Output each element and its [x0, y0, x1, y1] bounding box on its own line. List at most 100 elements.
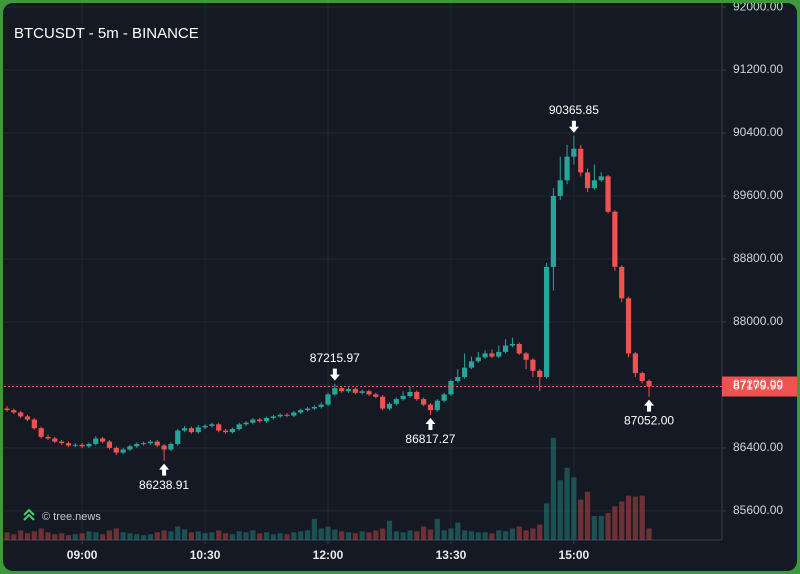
candle-body [509, 343, 516, 346]
volume-bar [366, 532, 372, 540]
candle-body [441, 394, 447, 401]
volume-bar [502, 531, 509, 540]
y-tick-label: 85600.00 [733, 503, 783, 517]
volume-bar [564, 467, 570, 540]
candle-body [59, 441, 65, 444]
x-tick-label: 10:30 [190, 548, 221, 562]
candle-body [100, 438, 106, 442]
volume-bar [72, 534, 78, 540]
volume-bar [100, 534, 106, 540]
volume-bar [386, 520, 393, 540]
candle-body [468, 361, 475, 368]
volume-bar [427, 529, 434, 540]
y-tick-label: 89600.00 [733, 188, 783, 202]
volume-bar [345, 532, 352, 540]
candle-body [65, 443, 72, 446]
candle-body [298, 410, 304, 413]
candle-body [147, 441, 154, 444]
candle-body [646, 380, 652, 387]
price-axis-bg [722, 3, 797, 571]
annotation-arrow [159, 463, 170, 476]
candle-body [250, 419, 256, 423]
candle-body [523, 353, 529, 360]
candle-body [229, 429, 235, 433]
y-tick-label: 88000.00 [733, 314, 783, 328]
overlay [3, 120, 797, 476]
candle-body [421, 399, 427, 405]
candle-body [11, 410, 17, 413]
volume-bar [407, 530, 413, 540]
candle-body [209, 424, 215, 426]
volume-bar [65, 535, 72, 540]
candle-body [359, 391, 365, 393]
volume-bar [448, 528, 454, 540]
candle-body [345, 388, 352, 392]
candle-body [18, 412, 24, 417]
candle-body [584, 172, 591, 189]
volume-bar [584, 491, 591, 540]
annotation-label: 86238.91 [139, 478, 189, 492]
volume-bar [263, 532, 270, 540]
volume-bar [509, 528, 516, 540]
candle-body [393, 399, 399, 404]
volume [4, 437, 652, 540]
volume-bar [202, 533, 208, 540]
candle-body [496, 351, 502, 357]
volume-bar [434, 518, 440, 540]
candle-body [86, 443, 92, 447]
candle-body [277, 414, 283, 417]
annotation-label: 86817.27 [405, 432, 455, 446]
volume-bar [339, 531, 345, 540]
candle-body [557, 180, 563, 197]
candle-body [530, 359, 536, 371]
volume-bar [393, 531, 399, 540]
volume-bar [298, 531, 304, 540]
candle-body [284, 414, 290, 416]
candle-body [475, 357, 481, 362]
x-tick-label: 12:00 [313, 548, 344, 562]
volume-bar [468, 531, 475, 540]
volume-bar [216, 530, 222, 540]
volume-bar [537, 524, 543, 540]
candle-body [366, 391, 372, 395]
candle-body [216, 424, 222, 431]
candle-body [175, 430, 181, 444]
candle-body [564, 156, 570, 181]
volume-bar [250, 530, 256, 540]
annotation-arrow [644, 399, 655, 412]
candle-body [202, 425, 208, 428]
candle-body [400, 395, 406, 400]
y-tick-label: 91200.00 [733, 62, 783, 76]
annotation-label: 87215.97 [310, 351, 360, 365]
volume-bar [38, 528, 44, 540]
volume-bar [93, 532, 99, 540]
volume-bar [619, 501, 625, 540]
candle-body [605, 176, 611, 212]
volume-bar [106, 530, 113, 540]
candle-body [386, 403, 393, 409]
candle-body [380, 396, 386, 409]
annotation-arrow [425, 418, 436, 431]
candle-body [537, 370, 543, 378]
candle-body [106, 441, 113, 448]
volume-bar [496, 530, 502, 540]
candle-body [639, 373, 645, 381]
volume-bar [161, 530, 167, 540]
volume-bar [400, 532, 406, 540]
candle-body [134, 443, 140, 447]
candle-body [154, 441, 160, 446]
candle-body [591, 180, 597, 189]
volume-bar [318, 528, 324, 540]
candle-body [434, 400, 440, 411]
volume-bar [530, 528, 536, 540]
volume-bar [523, 530, 529, 540]
candle-body [598, 176, 604, 181]
logo [23, 508, 35, 521]
volume-bar [359, 531, 365, 540]
volume-bar [31, 531, 37, 540]
candle-body [141, 443, 147, 445]
candle-body [578, 148, 584, 173]
candle-body [120, 449, 126, 453]
candle-body [414, 392, 420, 400]
candles [4, 135, 652, 461]
